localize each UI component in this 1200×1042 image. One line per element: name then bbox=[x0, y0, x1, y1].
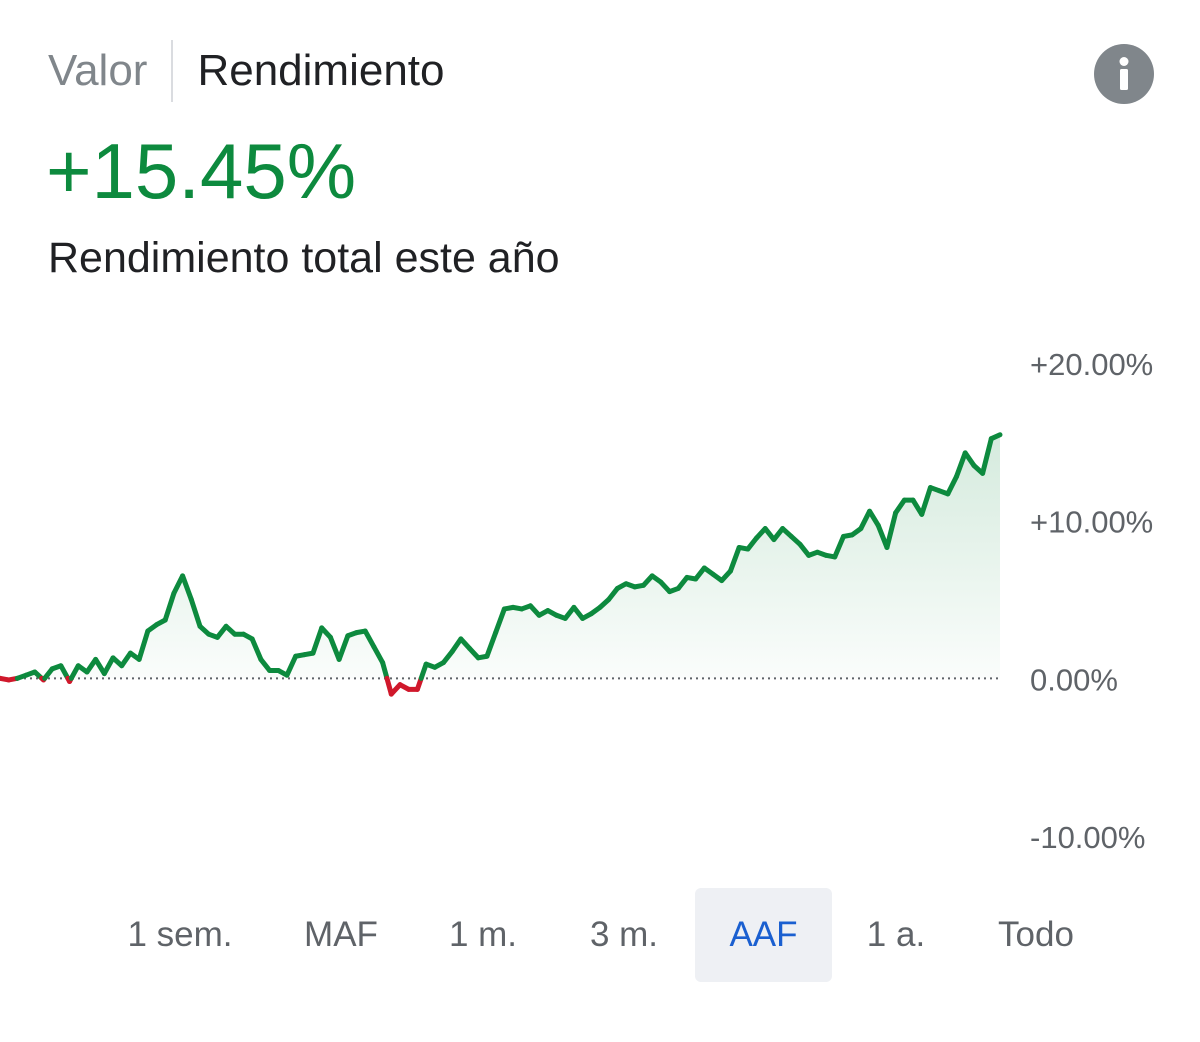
range-year-to-date[interactable]: AAF bbox=[695, 888, 832, 982]
range-1-year[interactable]: 1 a. bbox=[866, 915, 926, 954]
view-tabs: Valor Rendimiento bbox=[48, 40, 444, 102]
line-segment bbox=[418, 661, 429, 681]
y-tick-label: -10.00% bbox=[1030, 820, 1145, 855]
line-segment bbox=[284, 653, 299, 678]
line-segment bbox=[493, 606, 507, 636]
area-fill bbox=[0, 434, 1000, 679]
line-segment bbox=[180, 573, 194, 602]
return-chart: +20.00% +10.00% 0.00% -10.00% bbox=[0, 347, 1153, 855]
return-value: +15.45% bbox=[46, 127, 357, 215]
line-segment bbox=[962, 450, 977, 468]
y-tick-label: +10.00% bbox=[1030, 505, 1153, 540]
line-segment bbox=[380, 660, 390, 681]
line-segment bbox=[188, 597, 203, 629]
line-segment bbox=[893, 497, 907, 516]
range-1-month[interactable]: 1 m. bbox=[448, 915, 518, 954]
info-button[interactable] bbox=[1094, 44, 1154, 104]
line-segment bbox=[832, 533, 846, 560]
tab-value[interactable]: Valor bbox=[48, 46, 148, 95]
info-icon bbox=[1119, 57, 1129, 90]
line-segment bbox=[327, 634, 342, 662]
tab-divider bbox=[171, 40, 174, 102]
range-selector: 1 sem. MAF 1 m. 3 m. AAF 1 a. Todo bbox=[0, 888, 1200, 982]
line-segment bbox=[101, 655, 116, 677]
line-segment bbox=[858, 508, 873, 532]
line-segment bbox=[249, 636, 264, 662]
line-segment bbox=[362, 628, 377, 650]
line-segment bbox=[884, 510, 899, 550]
range-month-to-date[interactable]: MAF bbox=[304, 915, 378, 954]
range-1-week[interactable]: 1 sem. bbox=[127, 915, 233, 954]
y-tick-label: +20.00% bbox=[1030, 347, 1153, 382]
line-segment bbox=[136, 628, 151, 662]
range-3-months[interactable]: 3 m. bbox=[589, 915, 659, 954]
y-tick-label: 0.00% bbox=[1030, 662, 1118, 697]
line-segment bbox=[727, 544, 742, 574]
line-segment bbox=[336, 633, 351, 662]
line-segment bbox=[919, 485, 933, 517]
range-all[interactable]: Todo bbox=[998, 915, 1074, 954]
line-segment bbox=[484, 630, 499, 659]
return-description: Rendimiento total este año bbox=[48, 234, 560, 282]
tab-return[interactable]: Rendimiento bbox=[197, 46, 445, 95]
line-segment bbox=[867, 508, 881, 528]
line-segment bbox=[945, 474, 960, 497]
line-segment bbox=[988, 432, 1003, 442]
line-segment bbox=[310, 625, 325, 656]
line-segment bbox=[162, 590, 177, 623]
line-segment bbox=[980, 436, 994, 476]
line-segment bbox=[371, 644, 386, 666]
line-segment bbox=[954, 450, 968, 480]
line-segment bbox=[119, 650, 133, 669]
